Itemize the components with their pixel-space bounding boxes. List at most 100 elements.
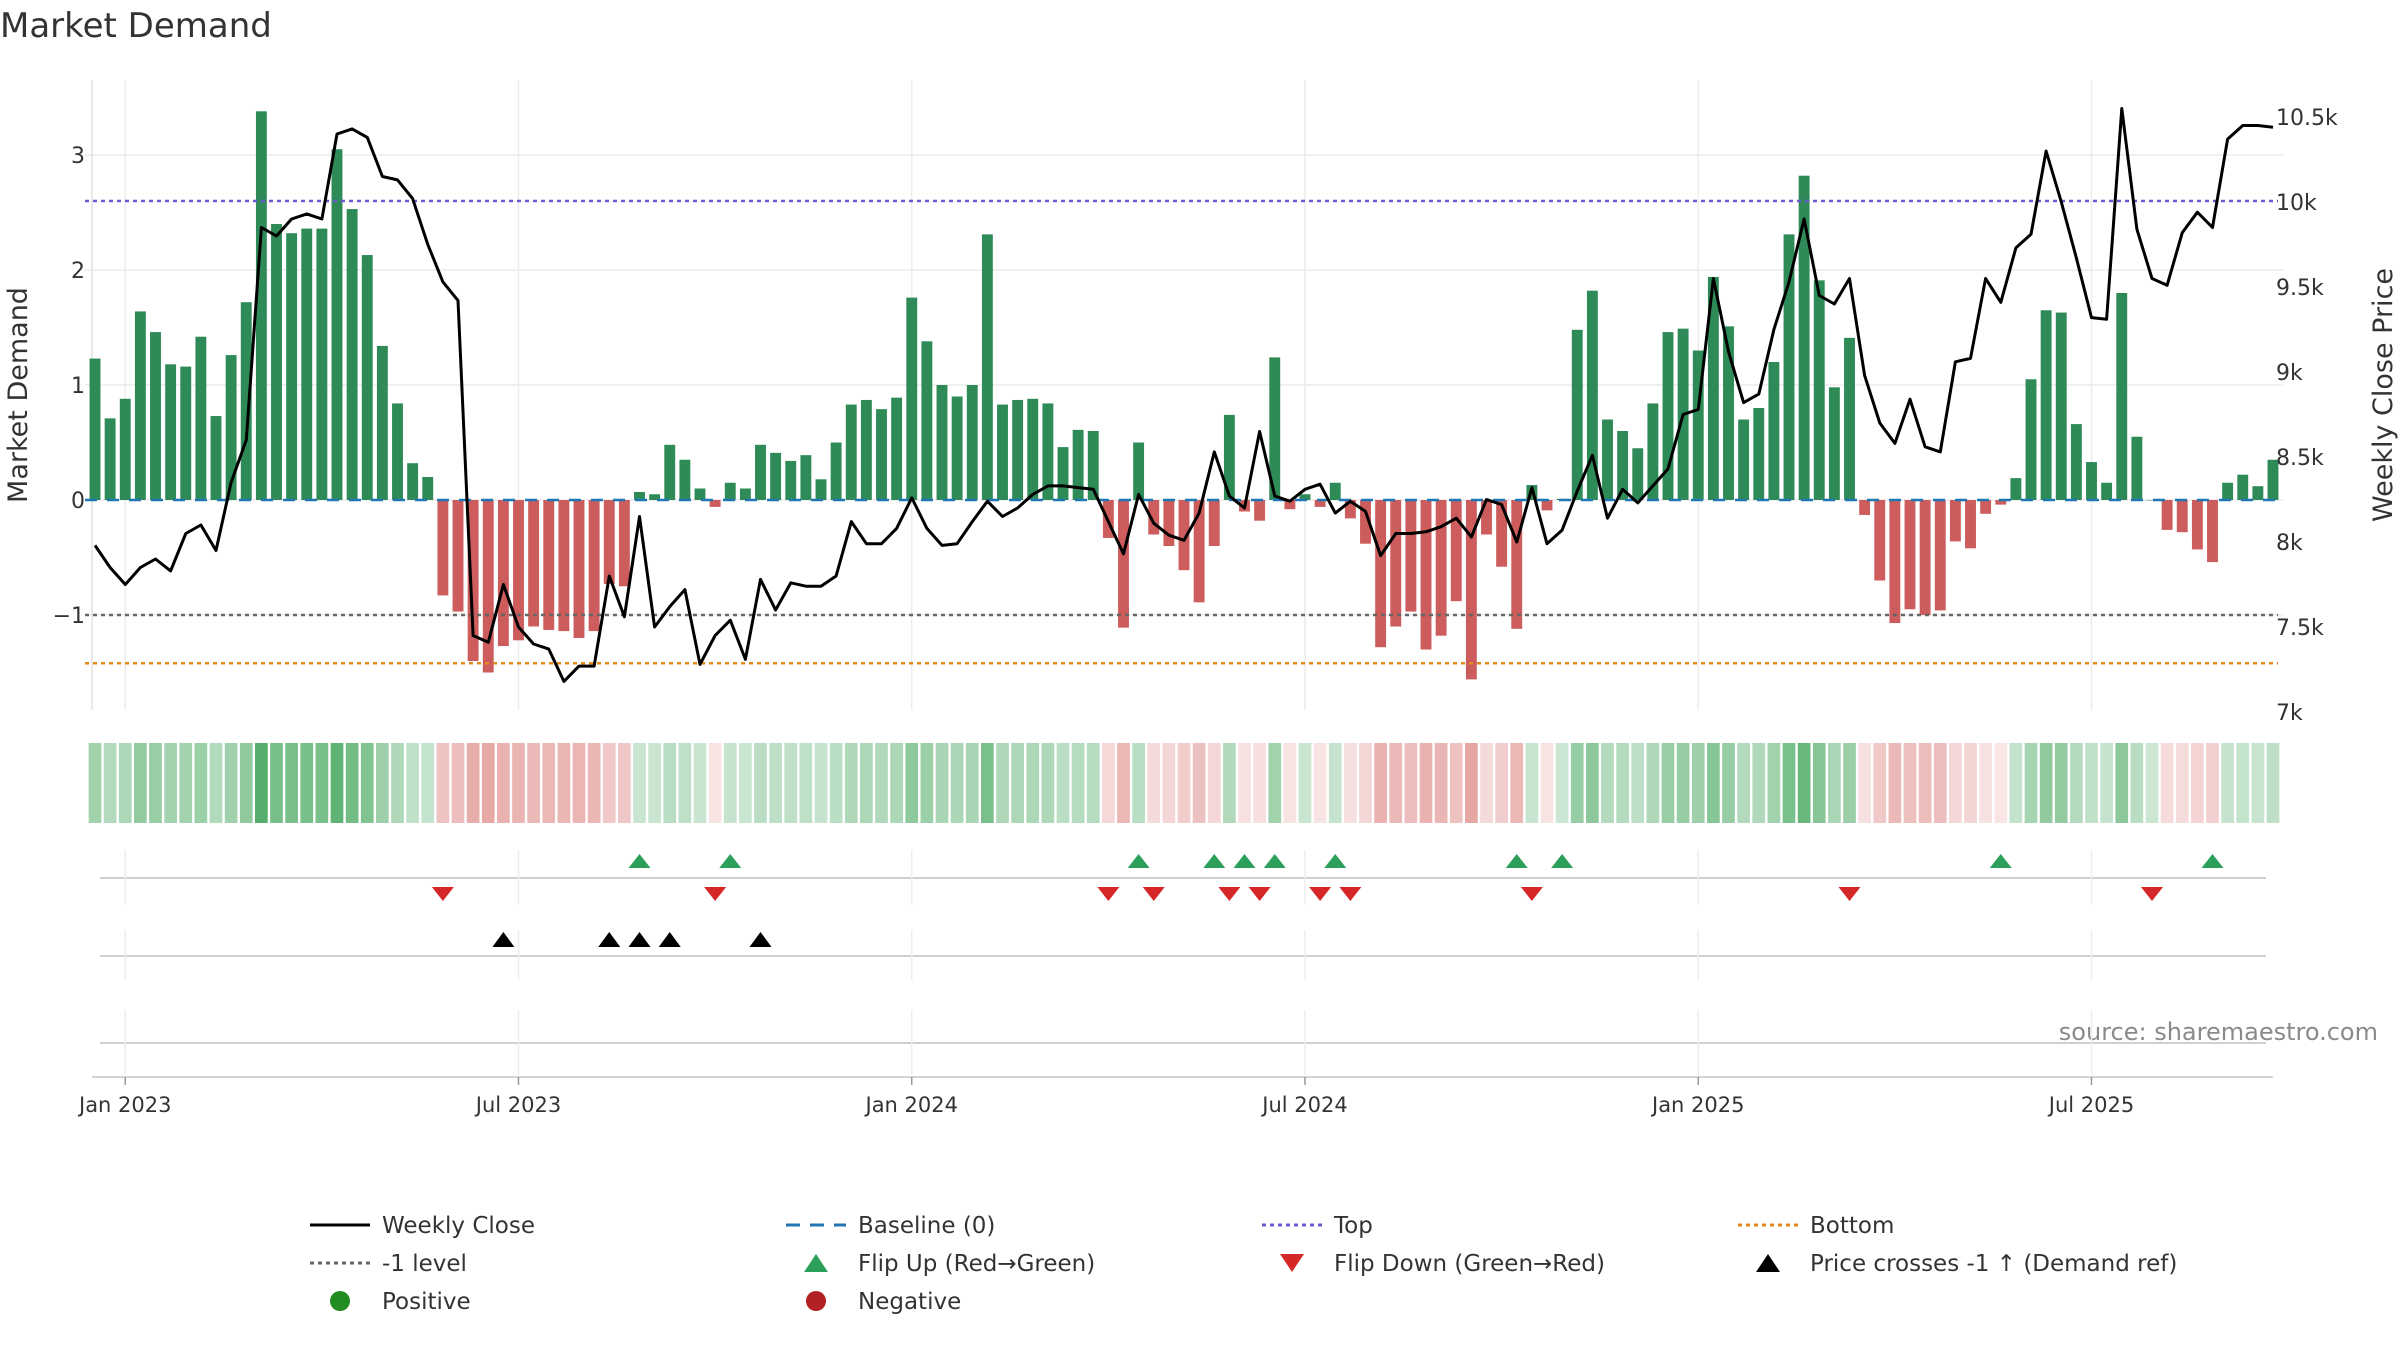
demand-bar <box>664 444 676 500</box>
heat-cell <box>1828 743 1841 823</box>
heat-cell <box>1903 743 1917 823</box>
heat-cell <box>1132 743 1145 823</box>
price-cross-marker <box>628 932 651 947</box>
demand-bar <box>1738 419 1750 500</box>
y-tick-label: 2 <box>71 259 85 284</box>
heat-cell <box>1646 743 1660 823</box>
heat-cell <box>1026 743 1040 823</box>
demand-bar <box>89 358 101 500</box>
heat-cell <box>1192 743 1206 823</box>
demand-bar <box>104 418 116 500</box>
demand-bar <box>2010 478 2022 500</box>
demand-bar <box>1208 500 1220 546</box>
demand-bar <box>1178 500 1190 571</box>
heat-cell <box>860 743 873 823</box>
flip-down-marker <box>1142 887 1165 901</box>
heat-cell <box>1011 743 1024 823</box>
heat-cell <box>2266 743 2280 823</box>
demand-bar <box>1692 350 1704 500</box>
legend: Weekly Close Baseline (0) Top Bottom -1 leve… <box>310 1213 2177 1315</box>
heat-cell <box>1994 743 2008 823</box>
heat-cell <box>2039 743 2053 823</box>
heat-cell <box>239 743 253 823</box>
heat-cell <box>1041 743 1055 823</box>
heat-cell <box>1722 743 1735 823</box>
heat-cell <box>1843 743 1856 823</box>
demand-bar <box>830 442 842 500</box>
heat-cell <box>1434 743 1448 823</box>
demand-bar <box>1012 399 1024 500</box>
demand-bar <box>1072 429 1084 500</box>
heat-cell <box>360 743 374 823</box>
x-tick-label: Jan 2023 <box>77 1093 172 1117</box>
heat-cell <box>844 743 858 823</box>
main-plot: 3 2 1 0 −1 10.5k 10k 9.5k 9k 8.5k 8k 7.5k 7k <box>53 80 2338 726</box>
heat-cell <box>481 743 495 823</box>
demand-bar <box>1057 447 1069 500</box>
demand-bar <box>2101 482 2113 500</box>
demand-bar <box>1617 431 1629 500</box>
demand-bar <box>2146 500 2158 501</box>
demand-bar <box>1965 500 1976 549</box>
weekly-close-line <box>93 107 2274 683</box>
demand-bar <box>255 111 267 501</box>
demand-bar <box>119 398 131 500</box>
heat-cell <box>1979 743 1992 823</box>
demand-bar <box>165 364 177 500</box>
heat-cell <box>2175 743 2189 823</box>
heat-cell <box>1737 743 1750 823</box>
demand-bar <box>997 404 1008 500</box>
source-credit: source: sharemaestro.com <box>2059 1018 2378 1046</box>
legend-swatch <box>1280 1254 1304 1272</box>
demand-bar <box>2252 486 2264 500</box>
demand-bar <box>1420 500 1432 650</box>
demand-bar <box>1859 500 1871 515</box>
legend-label: Flip Down (Green→Red) <box>1334 1251 1605 1277</box>
heat-cell <box>663 743 677 823</box>
heat-cell <box>1253 743 1266 823</box>
demand-bar <box>1450 500 1462 602</box>
price-cross-marker <box>492 932 515 947</box>
legend-label: Baseline (0) <box>858 1213 995 1239</box>
heat-cell <box>557 743 571 823</box>
demand-bar <box>876 409 887 500</box>
demand-bar <box>634 491 645 500</box>
demand-bar <box>1496 500 1508 567</box>
demand-bar <box>1949 500 1961 542</box>
heat-cell <box>965 743 979 823</box>
demand-bar <box>1223 414 1235 500</box>
demand-bar <box>482 500 494 673</box>
heat-cell <box>2085 743 2098 823</box>
heat-cell <box>527 743 540 823</box>
demand-bar <box>755 444 766 500</box>
demand-bar <box>2070 424 2082 500</box>
x-tick-label: Jul 2024 <box>1260 1093 1347 1117</box>
heat-cell <box>436 743 450 823</box>
flip-signal-panel <box>100 850 2266 905</box>
demand-bar <box>2207 500 2218 563</box>
demand-bar <box>1995 500 2007 505</box>
heat-cell <box>1752 743 1766 823</box>
heat-cell <box>633 743 646 823</box>
demand-bar <box>2176 500 2188 533</box>
heat-cell <box>950 743 964 823</box>
demand-bar <box>467 500 479 661</box>
demand-bar <box>1027 398 1039 500</box>
heat-cell <box>391 743 404 823</box>
flip-up-marker <box>1203 854 1226 868</box>
demand-bar <box>1889 500 1901 624</box>
y-tick-label: 0 <box>71 489 85 514</box>
heat-cell <box>1298 743 1312 823</box>
demand-bar <box>1254 500 1266 521</box>
demand-bar <box>1919 500 1931 615</box>
heat-cell <box>194 743 208 823</box>
legend-label: -1 level <box>382 1251 467 1277</box>
demand-bar <box>1360 500 1371 544</box>
y2-tick-label: 9.5k <box>2276 276 2324 301</box>
heat-cell <box>618 743 631 823</box>
flip-up-marker <box>1324 854 1347 868</box>
demand-bar <box>346 209 358 501</box>
x-tick-label: Jul 2023 <box>474 1093 561 1117</box>
heat-cell <box>421 743 435 823</box>
